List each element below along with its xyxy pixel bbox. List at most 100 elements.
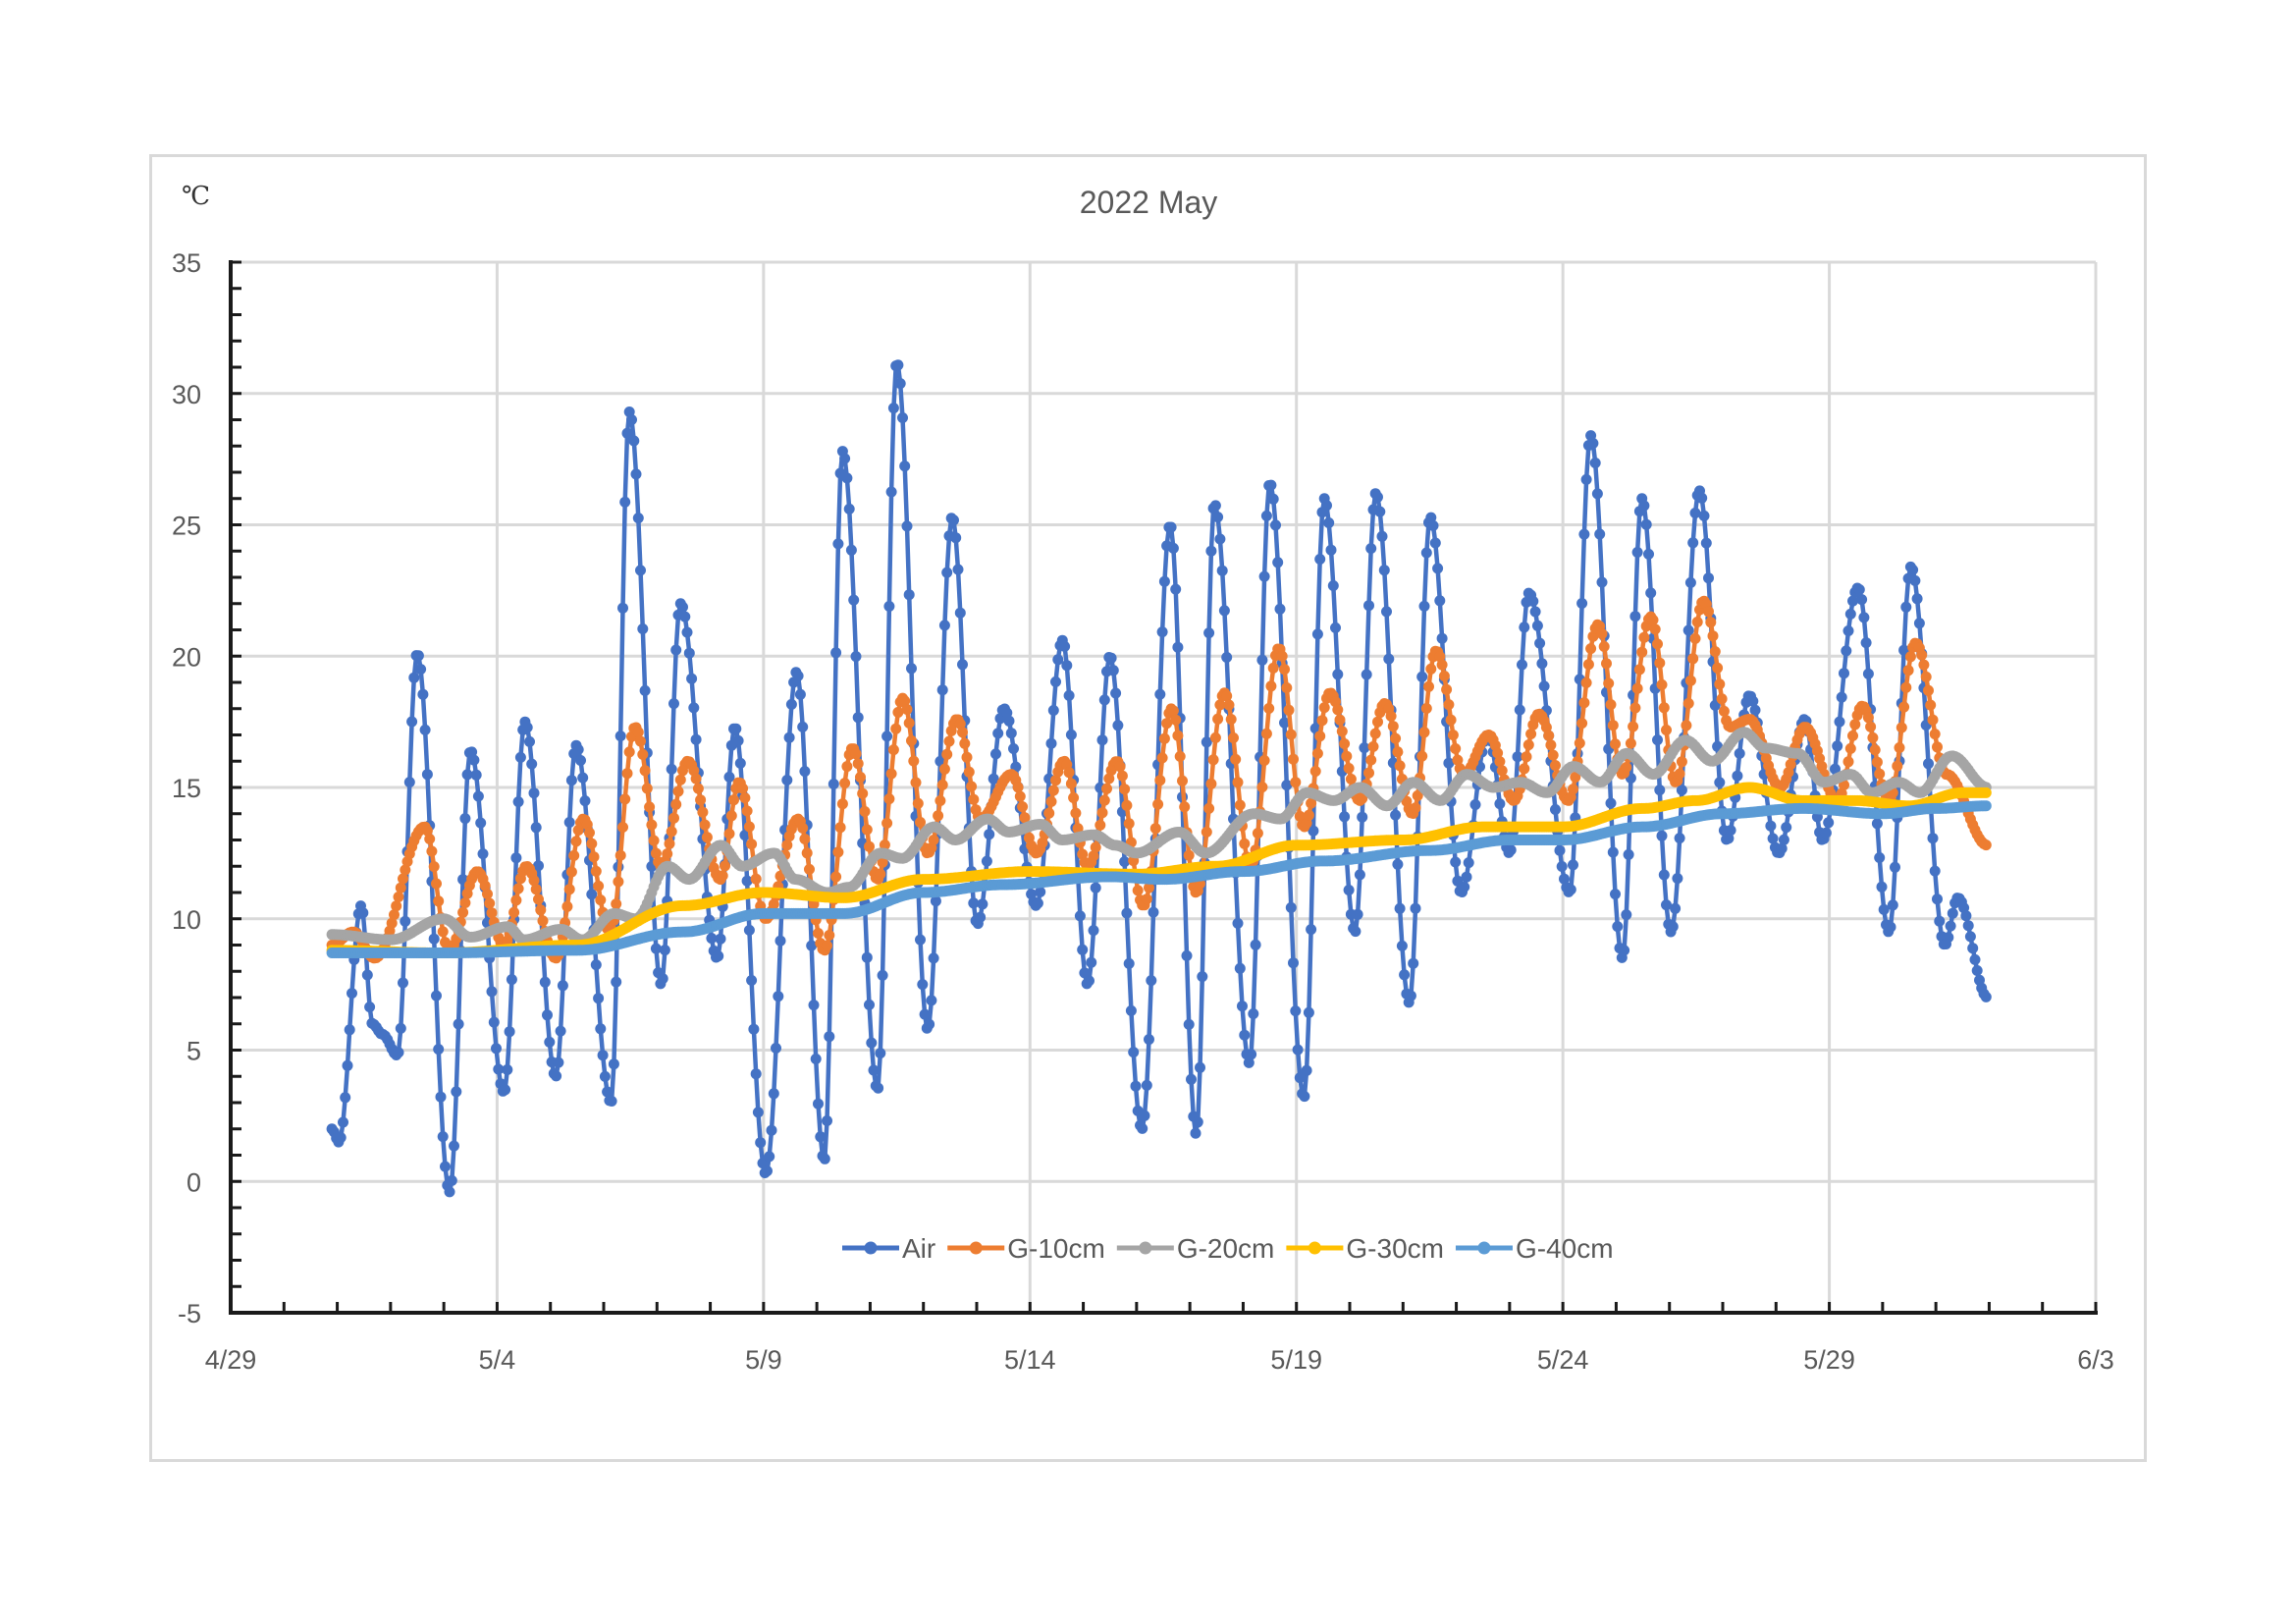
data-point (479, 880, 491, 892)
data-point (486, 907, 498, 919)
data-point (403, 777, 415, 788)
data-point (565, 775, 577, 786)
data-point (1934, 915, 1946, 927)
data-point (1325, 544, 1337, 556)
data-point (568, 849, 580, 861)
data-point (752, 1107, 764, 1118)
data-point (526, 758, 538, 770)
data-point (877, 856, 888, 868)
data-point (1201, 736, 1212, 748)
data-point (1703, 606, 1714, 618)
data-point (1607, 846, 1619, 858)
data-point (1461, 871, 1472, 883)
data-point (1927, 833, 1939, 844)
data-point (1623, 848, 1634, 860)
data-point (1343, 763, 1355, 774)
data-point (544, 1036, 556, 1048)
data-point (1203, 802, 1215, 814)
data-point (850, 651, 862, 663)
data-point (565, 866, 577, 878)
data-point (1700, 537, 1712, 549)
data-point (1823, 817, 1835, 829)
data-point (415, 664, 427, 676)
data-point (1900, 681, 1912, 693)
data-point (1494, 798, 1506, 810)
data-point (528, 875, 540, 887)
series-g-20cm (326, 727, 1992, 946)
data-point (424, 834, 436, 844)
x-tick-label: 5/29 (1803, 1345, 1855, 1375)
data-point (1496, 765, 1508, 777)
data-point (1385, 710, 1397, 722)
data-point (1205, 545, 1217, 557)
data-point (1130, 1080, 1142, 1092)
legend-marker-icon (1139, 1241, 1152, 1255)
data-point (1545, 739, 1557, 751)
data-point (1167, 542, 1179, 554)
data-point (459, 813, 471, 825)
data-point (1308, 825, 1319, 837)
data-point (1158, 732, 1170, 744)
data-point (1301, 1064, 1312, 1076)
data-point (1285, 901, 1297, 913)
data-point (1047, 785, 1059, 796)
data-point (1842, 756, 1854, 768)
data-point (1037, 837, 1048, 848)
data-point (828, 779, 839, 789)
data-point (1232, 917, 1244, 929)
data-point (1876, 881, 1888, 893)
data-point (848, 594, 860, 606)
data-point (1339, 738, 1351, 749)
y-tick-label: 35 (172, 248, 201, 278)
data-point (1146, 975, 1157, 987)
data-point (1088, 850, 1099, 862)
data-point (657, 973, 668, 985)
data-point (1390, 809, 1402, 821)
data-point (668, 812, 679, 824)
data-point (1587, 438, 1599, 449)
data-point (1272, 557, 1284, 568)
data-point (1596, 628, 1608, 639)
data-point (1967, 943, 1979, 954)
data-point (1316, 715, 1328, 727)
data-point (1443, 699, 1455, 711)
data-point (1543, 730, 1555, 741)
data-point (1512, 751, 1523, 763)
data-point (1207, 754, 1219, 766)
data-point (1225, 714, 1237, 726)
data-point (677, 601, 688, 613)
data-point (431, 878, 442, 890)
data-point (1725, 825, 1736, 837)
data-point (799, 766, 811, 778)
data-point (635, 565, 646, 576)
data-point (1267, 662, 1279, 674)
data-point (1381, 606, 1392, 618)
data-point (952, 564, 964, 575)
data-point (1119, 784, 1131, 795)
data-point (1237, 1001, 1248, 1012)
data-point (1079, 967, 1091, 979)
data-point (1705, 617, 1717, 628)
data-point (774, 935, 786, 947)
data-point (697, 806, 709, 818)
data-point (1645, 587, 1657, 599)
data-point (1112, 720, 1124, 731)
data-point (1214, 533, 1226, 545)
legend-label: Air (902, 1233, 935, 1264)
legend-label: G-20cm (1177, 1233, 1275, 1264)
data-point (1494, 756, 1506, 768)
data-point (1119, 856, 1131, 868)
data-point (1139, 1110, 1150, 1121)
data-point (1529, 606, 1541, 618)
data-point (1234, 962, 1246, 974)
data-point (1052, 654, 1064, 666)
data-point (1077, 944, 1089, 955)
data-point (553, 1056, 564, 1068)
data-point (773, 991, 784, 1002)
data-point (1980, 786, 1992, 798)
data-point (668, 698, 679, 710)
data-point (1656, 830, 1668, 841)
data-point (883, 793, 895, 805)
data-point (1121, 799, 1133, 811)
data-point (1161, 718, 1173, 730)
